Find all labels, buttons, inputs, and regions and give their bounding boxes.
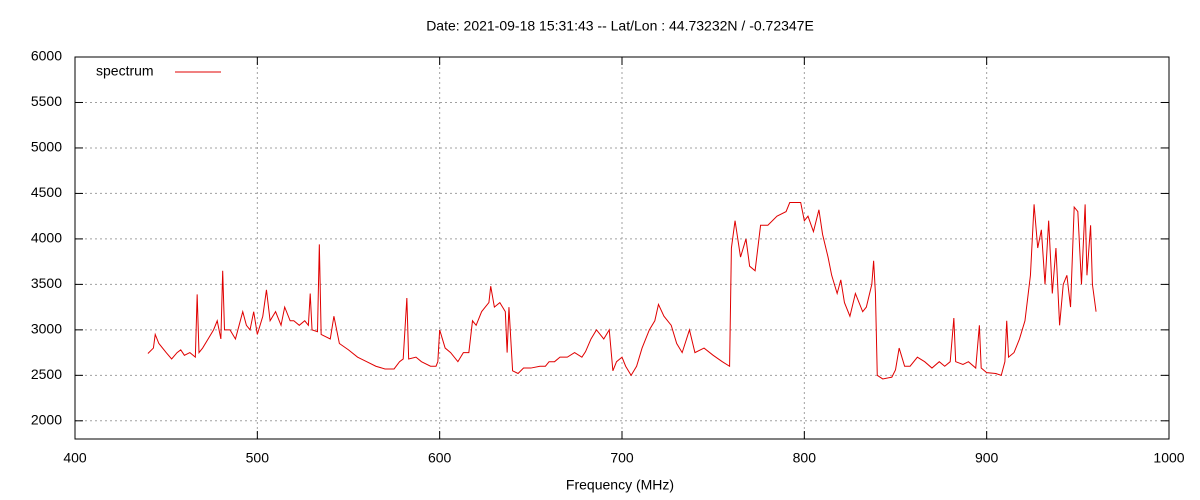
y-tick-label: 5000 — [31, 139, 62, 155]
y-tick-label: 2000 — [31, 412, 62, 428]
x-tick-label: 800 — [793, 450, 817, 466]
x-tick-label: 500 — [246, 450, 270, 466]
y-tick-label: 3500 — [31, 275, 62, 291]
y-tick-label: 3000 — [31, 321, 62, 337]
x-tick-label: 1000 — [1153, 450, 1184, 466]
y-tick-label: 4000 — [31, 230, 62, 246]
y-tick-label: 2500 — [31, 366, 62, 382]
y-tick-label: 6000 — [31, 48, 62, 64]
legend-label: spectrum — [96, 63, 154, 79]
chart-title: Date: 2021-09-18 15:31:43 -- Lat/Lon : 4… — [426, 18, 814, 34]
series-line — [147, 202, 1097, 380]
x-tick-label: 900 — [975, 450, 999, 466]
x-tick-label: 600 — [428, 450, 452, 466]
x-tick-label: 400 — [63, 450, 87, 466]
x-axis-label: Frequency (MHz) — [566, 477, 674, 493]
y-tick-label: 5500 — [31, 93, 62, 109]
plot-frame — [74, 56, 1170, 440]
x-tick-label: 700 — [610, 450, 634, 466]
y-tick-label: 4500 — [31, 184, 62, 200]
